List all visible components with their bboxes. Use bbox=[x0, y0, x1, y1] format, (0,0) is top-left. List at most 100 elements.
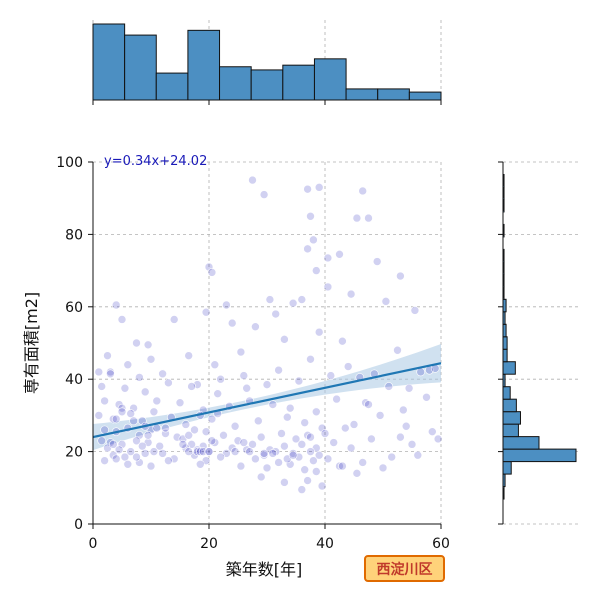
scatter-point bbox=[117, 403, 127, 413]
x-tick-label: 40 bbox=[316, 536, 334, 552]
x-tick-label: 60 bbox=[432, 536, 450, 552]
y-axis-title: 専有面積[m2] bbox=[22, 292, 41, 394]
scatter-point bbox=[123, 360, 133, 370]
scatter-point bbox=[317, 423, 327, 433]
scatter-point bbox=[100, 425, 109, 435]
scatter-point bbox=[311, 467, 321, 476]
scatter-point bbox=[146, 354, 156, 364]
scatter-point bbox=[314, 327, 324, 337]
scatter-point bbox=[117, 440, 127, 449]
scatter-point bbox=[219, 431, 228, 440]
y-tick-label: 60 bbox=[65, 300, 83, 316]
y-hist-bar bbox=[502, 386, 511, 400]
regression-confidence-band bbox=[93, 343, 441, 451]
x-hist-bar bbox=[219, 66, 252, 101]
scatter-point bbox=[364, 213, 373, 223]
scatter-point bbox=[230, 421, 240, 431]
scatter-point bbox=[314, 183, 324, 192]
y-hist-bar bbox=[502, 411, 521, 425]
scatter-point bbox=[407, 440, 417, 449]
scatter-point bbox=[352, 213, 362, 223]
scatter-point bbox=[132, 338, 141, 348]
scatter-point bbox=[378, 463, 388, 473]
scatter-point bbox=[175, 398, 185, 408]
scatter-point bbox=[309, 235, 318, 245]
scatter-point bbox=[401, 421, 411, 431]
scatter-point bbox=[262, 463, 272, 473]
y-hist-bar bbox=[502, 461, 512, 475]
scatter-point bbox=[216, 452, 225, 462]
scatter-point bbox=[155, 441, 164, 451]
scatter-point bbox=[375, 411, 385, 420]
scatter-point bbox=[135, 458, 144, 467]
scatter-point bbox=[207, 268, 217, 277]
scatter-point bbox=[97, 436, 106, 446]
scatter-point bbox=[396, 271, 405, 281]
scatter-point bbox=[291, 434, 301, 444]
scatter-point bbox=[396, 432, 405, 442]
scatter-point bbox=[245, 447, 254, 456]
x-axis-ticks: 0 20 40 60 bbox=[89, 524, 450, 552]
scatter-point bbox=[103, 351, 112, 360]
scatter-point bbox=[285, 403, 295, 413]
scatter-point bbox=[184, 351, 193, 360]
scatter-point bbox=[216, 374, 225, 384]
scatter-point bbox=[297, 485, 307, 494]
x-tick-label: 20 bbox=[200, 536, 218, 552]
scatter-point bbox=[323, 282, 333, 292]
scatter-point bbox=[187, 382, 196, 391]
scatter-point bbox=[297, 295, 307, 304]
scatter-point bbox=[149, 407, 159, 417]
scatter-point bbox=[164, 456, 173, 465]
scatter-point bbox=[413, 450, 423, 460]
scatter-point bbox=[271, 309, 281, 319]
scatter-point bbox=[132, 436, 141, 446]
scatter-point bbox=[358, 458, 368, 467]
regression-line bbox=[92, 362, 442, 439]
scatter-point bbox=[410, 306, 420, 315]
scatter-point bbox=[196, 459, 205, 469]
scatter-point bbox=[306, 212, 315, 221]
scatter-point bbox=[274, 365, 283, 375]
scatter-point bbox=[268, 449, 278, 458]
scatter-point bbox=[184, 431, 193, 440]
y-tick-label: 100 bbox=[56, 155, 83, 171]
scatter-point bbox=[340, 423, 350, 433]
scatter-point bbox=[259, 450, 269, 460]
scatter-point bbox=[404, 383, 414, 393]
scatter-point bbox=[300, 418, 310, 427]
scatter-point bbox=[152, 396, 162, 406]
scatter-point bbox=[239, 438, 249, 447]
x-tick-label: 0 bbox=[89, 536, 98, 552]
scatter-point bbox=[106, 367, 115, 377]
scatter-point bbox=[181, 420, 191, 429]
scatter-point bbox=[236, 347, 246, 357]
scatter-point bbox=[152, 423, 162, 433]
x-hist-bar bbox=[377, 88, 410, 101]
scatter-point bbox=[297, 440, 307, 449]
scatter-point bbox=[207, 436, 217, 446]
scatter-point bbox=[207, 414, 217, 424]
scatter-point bbox=[138, 441, 147, 451]
x-hist-bar bbox=[282, 64, 315, 101]
scatter-point bbox=[303, 476, 312, 485]
scatter-point bbox=[140, 387, 150, 397]
scatter-point bbox=[422, 392, 431, 402]
scatter-point bbox=[294, 376, 304, 386]
y-marginal-histogram bbox=[498, 161, 578, 525]
scatter-point bbox=[335, 461, 344, 471]
y-tick-label: 0 bbox=[74, 517, 83, 533]
scatter-point bbox=[248, 175, 257, 185]
scatter-point bbox=[204, 447, 214, 456]
scatter-point bbox=[149, 447, 159, 456]
scatter-point bbox=[311, 407, 321, 417]
scatter-point bbox=[398, 405, 408, 415]
scatter-point bbox=[358, 186, 368, 196]
scatter-point bbox=[253, 416, 263, 426]
scatter-point bbox=[138, 416, 147, 426]
y-axis-ticks: 0 20 40 60 80 100 bbox=[56, 155, 93, 533]
scatter-point bbox=[111, 414, 121, 424]
scatter-point bbox=[387, 452, 397, 462]
